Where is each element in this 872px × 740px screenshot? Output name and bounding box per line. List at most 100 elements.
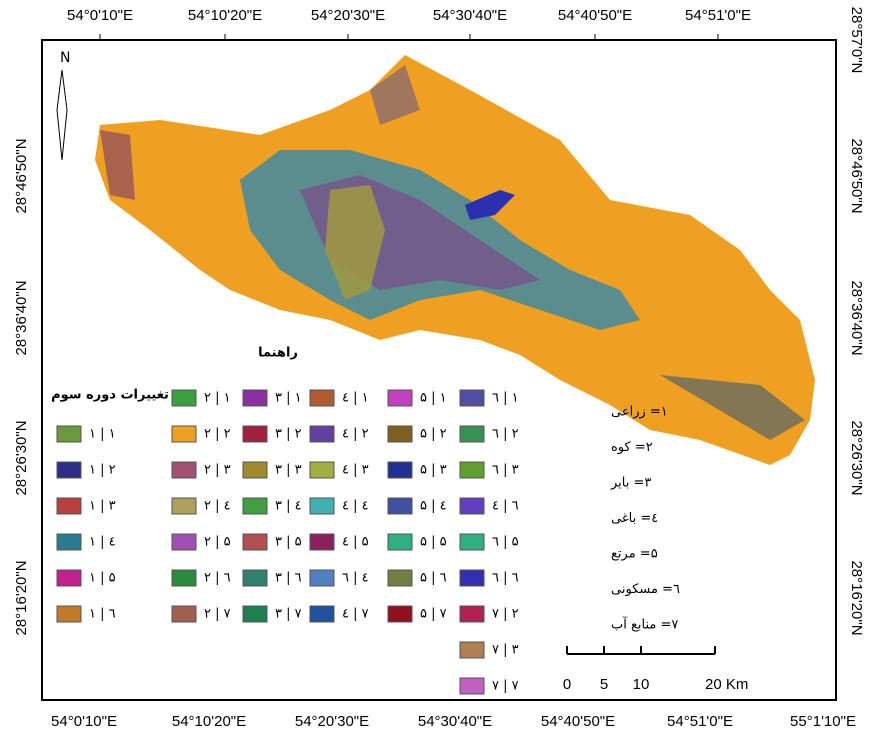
- legend-swatch: [172, 426, 196, 442]
- legend-swatch: [460, 498, 484, 514]
- y-coord-label: 28°57'0"N: [848, 7, 865, 74]
- legend-swatch: [460, 426, 484, 442]
- x-coord-label: 54°51'0"E: [667, 713, 733, 730]
- scale-label: 20 Km: [705, 676, 748, 693]
- legend-label: ۱ | ۱: [89, 427, 116, 442]
- legend-swatch: [310, 426, 334, 442]
- y-coord-label: 28°16'20"N: [848, 560, 865, 635]
- legend-swatch: [172, 570, 196, 586]
- legend-swatch: [388, 606, 412, 622]
- legend-swatch: [310, 606, 334, 622]
- x-coord-label: 54°51'0"E: [685, 7, 751, 24]
- legend-label: ٦ | ٦: [492, 571, 519, 586]
- legend-swatch: [310, 462, 334, 478]
- x-coord-label: 54°40'50"E: [558, 7, 632, 24]
- legend-label: ۵ | ۳: [420, 463, 447, 478]
- legend-label: ۱ | ۲: [89, 463, 116, 478]
- map: N راهنما تغییرات دوره سوم 54°0'10"E54°10…: [0, 0, 872, 740]
- key-label: ۱= زراعی: [611, 405, 668, 420]
- legend-label: ٤ | ۷: [342, 607, 369, 622]
- legend-swatch: [310, 390, 334, 406]
- legend-swatch: [310, 570, 334, 586]
- legend-swatch: [460, 642, 484, 658]
- legend-label: ۱ | ۵: [89, 571, 116, 586]
- legend-swatch: [57, 426, 81, 442]
- scale-label: 5: [600, 676, 608, 693]
- legend-swatch: [57, 606, 81, 622]
- legend-swatch: [310, 498, 334, 514]
- legend-swatch: [388, 426, 412, 442]
- x-coord-label: 54°20'30"E: [295, 713, 369, 730]
- x-coord-label: 54°0'10"E: [67, 7, 133, 24]
- x-coord-label: 54°40'50"E: [541, 713, 615, 730]
- legend-swatch: [172, 462, 196, 478]
- legend-swatch: [172, 498, 196, 514]
- legend-label: ۳ | ۲: [275, 427, 302, 442]
- y-coord-label: 28°26'30"N: [848, 420, 865, 495]
- x-coord-label: 54°30'40"E: [433, 7, 507, 24]
- y-coord-label: 28°46'50"N: [13, 138, 30, 213]
- legend-label: ٤ | ۵: [342, 535, 369, 550]
- legend-label: ۷ | ۳: [492, 643, 519, 658]
- legend-label: ۲ | ۱: [204, 391, 231, 406]
- y-coord-label: 28°36'40"N: [848, 280, 865, 355]
- legend-swatch: [388, 534, 412, 550]
- x-coord-label: 54°10'20"E: [172, 713, 246, 730]
- x-coord-label: 54°30'40"E: [418, 713, 492, 730]
- legend-label: ۵ | ۱: [420, 391, 447, 406]
- x-coord-label: 54°0'10"E: [51, 713, 117, 730]
- legend-label: ۳ | ۱: [275, 391, 302, 406]
- legend-label: ٦ | ۲: [492, 427, 519, 442]
- legend-label: ۱ | ۳: [89, 499, 116, 514]
- legend-swatch: [57, 570, 81, 586]
- legend-swatch: [243, 606, 267, 622]
- legend-label: ٦ | ۱: [492, 391, 519, 406]
- legend-label: ٤ | ٦: [342, 571, 369, 586]
- legend-swatch: [460, 534, 484, 550]
- y-coord-label: 28°46'50"N: [848, 138, 865, 213]
- legend-label: ۵ | ۵: [420, 535, 447, 550]
- legend-label: ٦ | ۳: [492, 463, 519, 478]
- legend-swatch: [388, 498, 412, 514]
- legend-label: ٤ | ۲: [342, 427, 369, 442]
- legend-swatch: [243, 426, 267, 442]
- y-coord-label: 28°36'40"N: [13, 280, 30, 355]
- legend-swatch: [57, 498, 81, 514]
- legend-label: ۱ | ٤: [89, 535, 116, 550]
- legend-label: ۷ | ۷: [492, 679, 519, 694]
- legend-label: ۵ | ٦: [420, 571, 447, 586]
- legend-label: ۲ | ٤: [204, 499, 231, 514]
- key-label: ۲= کوه: [611, 440, 653, 455]
- legend-swatch: [460, 678, 484, 694]
- legend-swatch: [243, 390, 267, 406]
- legend-label: ۱ | ٦: [89, 607, 116, 622]
- legend-label: ۵ | ۲: [420, 427, 447, 442]
- legend-label: ۳ | ۵: [275, 535, 302, 550]
- legend-swatch: [388, 570, 412, 586]
- legend-label: ٦ | ٤: [492, 499, 519, 514]
- legend-swatch: [172, 606, 196, 622]
- key-label: ٦= مسکونی: [611, 582, 680, 597]
- legend-swatch: [172, 534, 196, 550]
- key-label: ٤= باغی: [611, 511, 658, 526]
- legend-swatch: [57, 462, 81, 478]
- legend-label: ٤ | ٤: [342, 499, 369, 514]
- legend-label: ۲ | ۳: [204, 463, 231, 478]
- legend-swatch: [460, 390, 484, 406]
- legend-swatch: [388, 462, 412, 478]
- legend-swatch: [243, 462, 267, 478]
- legend-swatch: [172, 390, 196, 406]
- legend-label: ٤ | ۳: [342, 463, 369, 478]
- key-label: ۵= مرتع: [611, 547, 658, 562]
- legend-label: ۳ | ۳: [275, 463, 302, 478]
- legend-label: ۳ | ۷: [275, 607, 302, 622]
- legend-label: ۵ | ۷: [420, 607, 447, 622]
- scale-label: 10: [633, 676, 650, 693]
- legend-swatch: [243, 570, 267, 586]
- key-label: ۷= منابع آب: [611, 616, 678, 633]
- legend-title: راهنما: [258, 346, 298, 361]
- legend-swatch: [460, 462, 484, 478]
- legend-label: ۲ | ٦: [204, 571, 231, 586]
- legend-label: ۲ | ۲: [204, 427, 231, 442]
- legend-label: ۲ | ۵: [204, 535, 231, 550]
